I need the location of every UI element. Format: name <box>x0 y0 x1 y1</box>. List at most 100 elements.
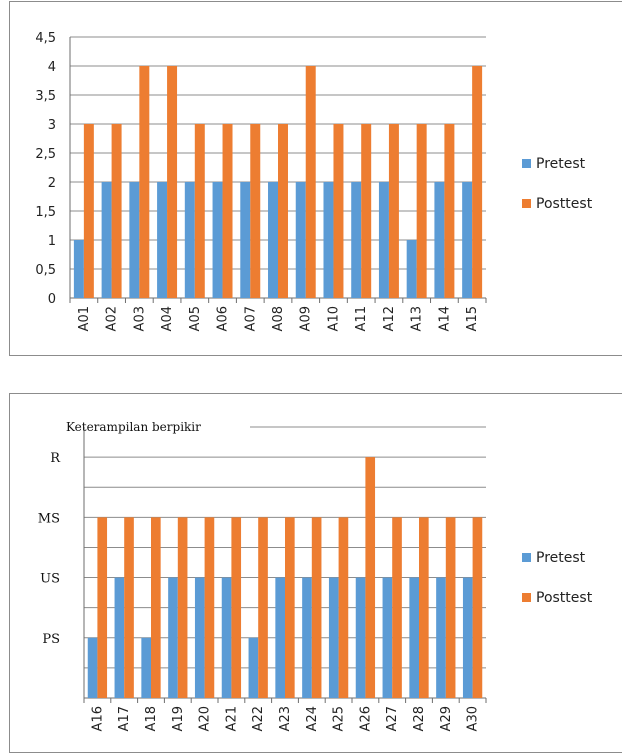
x-tick-label: A16 <box>90 706 105 731</box>
posttest-bar <box>306 66 316 298</box>
chart-bottom: A16 A17 A18 A19 A20 A21 A22 A23 A24 A25 A26 A27 A28 A… <box>9 393 622 753</box>
x-tick-label: A01 <box>77 306 92 331</box>
pretest-bar <box>195 578 205 698</box>
pretest-bar <box>463 578 473 698</box>
pretest-bar <box>383 578 393 698</box>
x-tick-label: A19 <box>171 706 186 731</box>
posttest-bar <box>151 517 161 698</box>
y-tick-label: 4 <box>48 60 56 75</box>
posttest-bar <box>250 124 260 298</box>
pretest-bar <box>115 578 125 698</box>
y-tick-label: US <box>40 572 60 587</box>
x-tick-label: A23 <box>278 706 293 731</box>
posttest-bar <box>205 517 215 698</box>
pretest-bar <box>302 578 312 698</box>
pretest-bar <box>409 578 419 698</box>
posttest-bar <box>392 517 402 698</box>
x-tick-label: A25 <box>332 706 347 731</box>
x-tick-label: A29 <box>439 706 454 731</box>
pretest-legend-label: Pretest <box>536 550 586 566</box>
posttest-bar <box>223 124 233 298</box>
chart-bottom-svg: A16 A17 A18 A19 A20 A21 A22 A23 A24 A25 A26 A27 A28 A… <box>10 394 622 752</box>
x-tick-label: A24 <box>305 706 320 731</box>
posttest-bar <box>97 517 107 698</box>
chart-title: Keterampilan berpikir <box>66 420 201 434</box>
posttest-bar <box>417 124 427 298</box>
posttest-legend-swatch <box>522 593 531 602</box>
x-tick-label: A07 <box>243 306 258 331</box>
x-tick-label: A28 <box>412 706 427 731</box>
posttest-bar <box>258 517 268 698</box>
posttest-bar <box>389 124 399 298</box>
x-tick-label: A21 <box>224 706 239 731</box>
posttest-bar <box>333 124 343 298</box>
pretest-legend-label: Pretest <box>536 156 586 172</box>
x-tick-label: A15 <box>465 306 480 331</box>
x-tick-label: A18 <box>144 706 159 731</box>
y-tick-label: 3 <box>48 118 56 133</box>
x-tick-label: A05 <box>188 306 203 331</box>
x-tick-label: A13 <box>410 306 425 331</box>
pretest-bar <box>407 240 417 298</box>
chart-top: A01 A02 A03 A04 A05 A06 A07 A08 A09 A10 A11 A12 A13 A… <box>9 1 622 356</box>
posttest-legend-label: Posttest <box>536 196 593 212</box>
pretest-bar <box>275 578 285 698</box>
pretest-bar <box>462 182 472 298</box>
y-tick-label: PS <box>42 632 60 647</box>
y-tick-label: 0 <box>48 292 56 307</box>
pretest-bar <box>102 182 112 298</box>
pretest-bar <box>141 638 151 698</box>
x-tick-label: A22 <box>251 706 266 731</box>
pretest-bar <box>129 182 139 298</box>
y-tick-label: 1 <box>48 234 56 249</box>
posttest-bar <box>167 66 177 298</box>
chart-top-svg: A01 A02 A03 A04 A05 A06 A07 A08 A09 A10 A11 A12 A13 A… <box>10 2 622 355</box>
posttest-bar <box>444 124 454 298</box>
x-tick-label: A08 <box>271 306 286 331</box>
posttest-bar <box>195 124 205 298</box>
posttest-legend-label: Posttest <box>536 590 593 606</box>
pretest-legend-swatch <box>522 553 531 562</box>
pretest-bar <box>168 578 178 698</box>
pretest-bar <box>323 182 333 298</box>
pretest-bar <box>434 182 444 298</box>
y-tick-label: MS <box>38 511 60 526</box>
x-tick-label: A09 <box>299 306 314 331</box>
x-tick-label: A30 <box>466 706 481 731</box>
pretest-bar <box>213 182 223 298</box>
x-tick-label: A06 <box>216 306 231 331</box>
x-tick-label: A26 <box>358 706 373 731</box>
x-tick-label: A20 <box>198 706 213 731</box>
x-tick-label: A17 <box>117 706 132 731</box>
y-tick-label: 4,5 <box>35 31 56 46</box>
posttest-bar <box>365 457 375 698</box>
posttest-bar <box>472 66 482 298</box>
pretest-bar <box>296 182 306 298</box>
y-tick-label: 0,5 <box>35 263 56 278</box>
x-tick-label: A02 <box>105 306 120 331</box>
pretest-bar <box>351 182 361 298</box>
pretest-bar <box>157 182 167 298</box>
y-tick-label: R <box>50 451 61 466</box>
pretest-legend-swatch <box>522 159 531 168</box>
posttest-bar <box>339 517 349 698</box>
posttest-bar <box>285 517 295 698</box>
pretest-bar <box>436 578 446 698</box>
pretest-bar <box>249 638 259 698</box>
pretest-bar <box>74 240 84 298</box>
posttest-bar <box>124 517 134 698</box>
x-tick-label: A14 <box>437 306 452 331</box>
y-tick-label: 2,5 <box>35 147 56 162</box>
posttest-legend-swatch <box>522 199 531 208</box>
posttest-bar <box>231 517 241 698</box>
pretest-bar <box>88 638 98 698</box>
posttest-bar <box>361 124 371 298</box>
pretest-bar <box>222 578 232 698</box>
posttest-bar <box>139 66 149 298</box>
x-tick-label: A11 <box>354 306 369 331</box>
posttest-bar <box>84 124 94 298</box>
pretest-bar <box>240 182 250 298</box>
posttest-bar <box>419 517 429 698</box>
x-tick-label: A27 <box>385 706 400 731</box>
pretest-bar <box>268 182 278 298</box>
